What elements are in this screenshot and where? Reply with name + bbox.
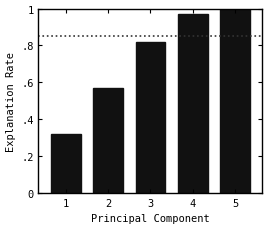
Bar	[178, 15, 207, 193]
Bar	[136, 43, 165, 193]
Bar	[220, 10, 250, 193]
Y-axis label: Explanation Rate: Explanation Rate	[6, 52, 16, 151]
Bar	[51, 134, 81, 193]
X-axis label: Principal Component: Principal Component	[91, 213, 210, 224]
Bar	[94, 88, 123, 193]
